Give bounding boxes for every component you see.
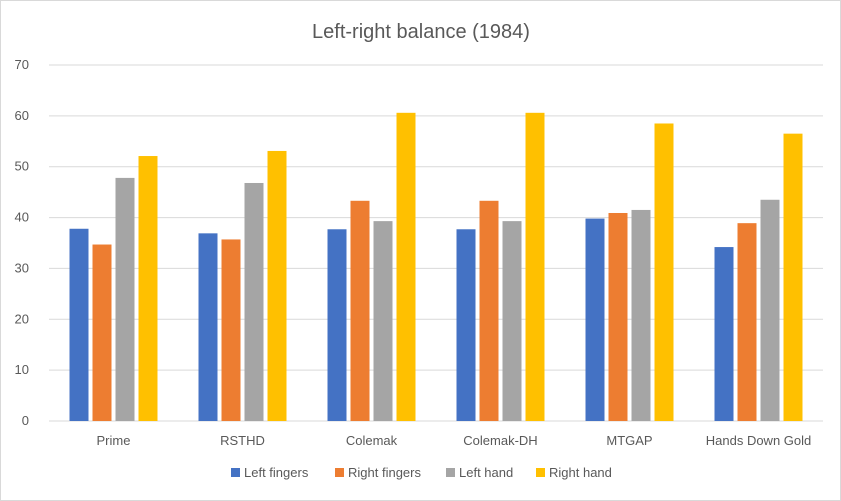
legend-swatch [335, 468, 344, 477]
bar-left-fingers [327, 229, 347, 421]
legend-swatch [536, 468, 545, 477]
x-tick-label: Hands Down Gold [706, 433, 812, 448]
x-tick-label: RSTHD [220, 433, 265, 448]
x-tick-label: Colemak [346, 433, 398, 448]
legend-label: Right hand [549, 465, 612, 480]
bar-left-hand [502, 221, 522, 421]
x-tick-label: Prime [97, 433, 131, 448]
legend: Left fingers Right fingers Left hand Right … [231, 465, 612, 480]
legend-label: Left fingers [244, 465, 309, 480]
bar-right-fingers [479, 200, 499, 421]
bar-left-fingers [198, 233, 218, 421]
bar-left-fingers [69, 228, 89, 421]
legend-label: Left hand [459, 465, 513, 480]
bar-right-fingers [608, 212, 628, 421]
bar-right-fingers [737, 223, 757, 421]
y-tick-label: 30 [15, 260, 29, 275]
legend-swatch [446, 468, 455, 477]
legend-swatch [231, 468, 240, 477]
bar-left-hand [115, 177, 135, 421]
y-tick-label: 20 [15, 311, 29, 326]
bar-right-hand [783, 133, 803, 421]
x-tick-label: MTGAP [606, 433, 652, 448]
bar-left-hand [244, 182, 264, 421]
bar-left-hand [373, 221, 393, 421]
bar-left-fingers [714, 247, 734, 421]
y-tick-label: 50 [15, 159, 29, 174]
bars [69, 112, 803, 421]
y-tick-label: 60 [15, 108, 29, 123]
bar-right-hand [525, 112, 545, 421]
y-axis-ticks: 0 10 20 30 40 50 60 70 [15, 57, 29, 428]
bar-right-hand [396, 112, 416, 421]
bar-right-hand [654, 123, 674, 421]
y-tick-label: 70 [15, 57, 29, 72]
chart-title: Left-right balance (1984) [312, 21, 530, 43]
y-tick-label: 40 [15, 210, 29, 225]
y-tick-label: 0 [22, 413, 29, 428]
bar-right-hand [267, 150, 287, 421]
y-tick-label: 10 [15, 362, 29, 377]
bar-right-hand [138, 156, 158, 421]
bar-right-fingers [350, 200, 370, 421]
bar-left-fingers [456, 229, 476, 421]
gridlines [49, 64, 823, 422]
legend-label: Right fingers [348, 465, 421, 480]
bar-left-fingers [585, 218, 605, 421]
bar-left-hand [760, 199, 780, 421]
bar-right-fingers [221, 239, 241, 421]
x-axis-ticks: Prime RSTHD Colemak Colemak-DH MTGAP Hands Do… [97, 433, 812, 448]
x-tick-label: Colemak-DH [463, 433, 537, 448]
bar-right-fingers [92, 244, 112, 421]
bar-left-hand [631, 209, 651, 421]
